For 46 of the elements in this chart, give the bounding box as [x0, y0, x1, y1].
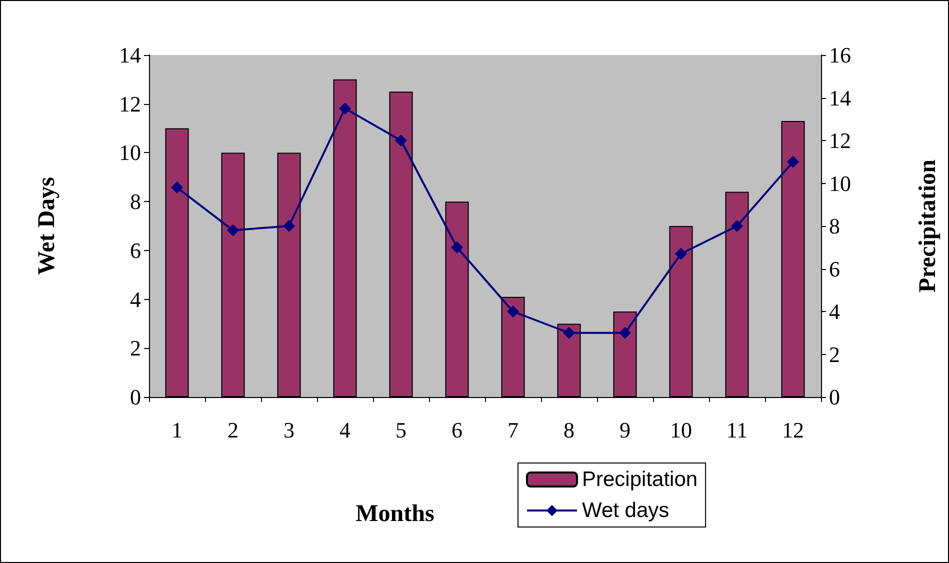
y-tick-label: 10: [119, 140, 141, 166]
y2-tick-label: 16: [829, 42, 851, 68]
point: [619, 326, 631, 339]
y-tick-label: 6: [130, 238, 141, 263]
y-axis-title: Wet Days: [34, 177, 60, 275]
y2-axis-title: Precipitation: [915, 160, 941, 292]
y-tick-label: 8: [130, 189, 141, 214]
y2-tick-label: 14: [829, 85, 851, 110]
y-tick-label: 4: [130, 286, 141, 312]
y-tick-label: 0: [130, 384, 141, 410]
point: [787, 156, 799, 168]
x-tick-label: 3: [284, 418, 294, 442]
y2-tick-label: 2: [829, 342, 840, 367]
point: [563, 326, 575, 339]
y-tick-label: 14: [119, 42, 141, 68]
point: [339, 102, 351, 114]
y2-tick-label: 10: [829, 170, 851, 196]
x-tick-label: 12: [782, 418, 804, 442]
x-tick-label: 10: [670, 418, 692, 442]
point: [507, 306, 519, 318]
x-tick-label: 8: [564, 418, 574, 442]
y2-tick-label: 8: [829, 214, 840, 238]
x-tick-label: 9: [620, 418, 630, 442]
y-tick-label: 2: [130, 336, 141, 361]
point: [731, 220, 743, 232]
x-axis-title: Months: [356, 501, 434, 527]
x-tick-label: 6: [452, 418, 462, 442]
y2-tick-label: 4: [829, 299, 840, 324]
x-tick-label: 7: [508, 418, 518, 442]
x-tick-label: 5: [396, 418, 406, 442]
point: [227, 224, 239, 236]
point: [171, 182, 183, 194]
legend-label: Wet days: [582, 499, 670, 522]
point: [395, 134, 407, 146]
y2-tick-label: 12: [829, 128, 851, 153]
x-tick-label: 11: [726, 418, 748, 442]
y-tick-label: 12: [119, 91, 141, 116]
x-tick-label: 4: [340, 418, 350, 442]
x-tick-label: 2: [228, 418, 238, 442]
y2-tick-label: 6: [829, 256, 840, 282]
x-tick-label: 1: [172, 418, 182, 442]
point: [675, 248, 687, 260]
point: [283, 220, 295, 232]
y2-tick-label: 0: [829, 384, 840, 410]
legend-label: Precipitation: [582, 468, 698, 491]
point: [451, 241, 463, 254]
